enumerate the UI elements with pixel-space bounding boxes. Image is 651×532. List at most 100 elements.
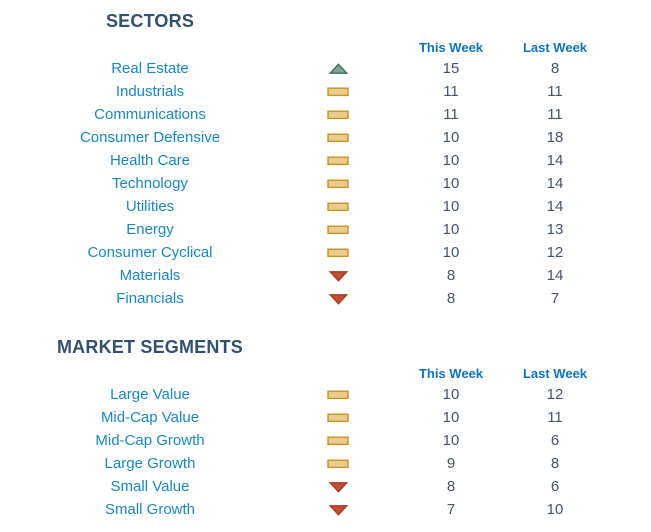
this-week-value: 11 [443, 83, 459, 100]
row-label: Small Growth [104, 501, 196, 518]
this-week-value: 8 [446, 478, 456, 495]
market-segments-section: MARKET SEGMENTS This Week Last Week Larg… [0, 336, 651, 521]
row-label: Large Value [110, 386, 190, 403]
row-label: Mid-Cap Value [100, 409, 200, 426]
row-label: Health Care [109, 152, 191, 169]
trend-flat-icon [300, 103, 376, 126]
last-week-value: 11 [547, 83, 563, 100]
trend-flat-icon [300, 429, 376, 452]
last-week-value: 8 [550, 60, 560, 77]
this-week-value: 10 [442, 221, 460, 238]
row-label: Materials [119, 267, 181, 284]
trend-flat-icon [300, 218, 376, 241]
last-week-header: Last Week [522, 365, 588, 381]
this-week-value: 10 [442, 152, 460, 169]
trend-down-icon [300, 287, 376, 310]
row-label: Small Value [110, 478, 190, 495]
trend-flat-icon [300, 80, 376, 103]
this-week-value: 8 [446, 267, 456, 284]
market-segments-column-headers: This Week Last Week [0, 363, 651, 383]
icon-column-spacer [300, 363, 376, 383]
row-label: Real Estate [111, 60, 189, 77]
table-row: Consumer Cyclical 10 12 [0, 241, 651, 264]
row-label: Industrials [115, 83, 185, 100]
table-row: Communications 11 11 [0, 103, 651, 126]
row-label: Energy [126, 221, 174, 238]
table-row: Industrials 11 11 [0, 80, 651, 103]
last-week-value: 11 [547, 409, 563, 426]
this-week-value: 9 [446, 455, 456, 472]
last-week-value: 14 [546, 152, 564, 169]
this-week-value: 10 [442, 244, 460, 261]
this-week-value: 8 [446, 290, 456, 307]
table-row: Financials 8 7 [0, 287, 651, 310]
last-week-value: 13 [546, 221, 564, 238]
last-week-header: Last Week [522, 39, 588, 55]
this-week-value: 10 [442, 198, 460, 215]
last-week-value: 12 [546, 244, 564, 261]
this-week-value: 11 [443, 106, 459, 123]
trend-flat-icon [300, 383, 376, 406]
table-row: Large Value 10 12 [0, 383, 651, 406]
label-column-spacer [0, 37, 300, 57]
table-row: Mid-Cap Growth 10 6 [0, 429, 651, 452]
last-week-value: 14 [546, 267, 564, 284]
row-label: Consumer Cyclical [87, 244, 213, 261]
sectors-title: SECTORS [105, 11, 195, 31]
last-week-value: 6 [550, 478, 560, 495]
this-week-header: This Week [418, 39, 484, 55]
section-divider-space [0, 310, 651, 336]
this-week-value: 10 [442, 409, 460, 426]
last-week-value: 8 [550, 455, 560, 472]
row-label: Technology [112, 175, 188, 192]
table-row: Consumer Defensive 10 18 [0, 126, 651, 149]
table-row: Small Value 8 6 [0, 475, 651, 498]
this-week-value: 10 [442, 175, 460, 192]
last-week-value: 11 [547, 106, 563, 123]
row-label: Financials [116, 290, 184, 307]
icon-column-spacer [300, 37, 376, 57]
last-week-value: 14 [546, 175, 564, 192]
row-label: Large Growth [104, 455, 196, 472]
trend-flat-icon [300, 126, 376, 149]
this-week-value: 10 [442, 129, 460, 146]
last-week-value: 10 [546, 501, 564, 518]
trend-flat-icon [300, 195, 376, 218]
trend-down-icon [300, 475, 376, 498]
table-row: Technology 10 14 [0, 172, 651, 195]
last-week-value: 7 [550, 290, 560, 307]
last-week-value: 14 [546, 198, 564, 215]
table-row: Large Growth 9 8 [0, 452, 651, 475]
sectors-column-headers: This Week Last Week [0, 37, 651, 57]
row-label: Consumer Defensive [79, 129, 221, 146]
table-row: Energy 10 13 [0, 218, 651, 241]
last-week-value: 6 [550, 432, 560, 449]
table-row: Materials 8 14 [0, 264, 651, 287]
table-row: Real Estate 15 8 [0, 57, 651, 80]
report-sheet: SECTORS This Week Last Week Real Estate … [0, 10, 651, 521]
this-week-header: This Week [418, 365, 484, 381]
table-row: Small Growth 7 10 [0, 498, 651, 521]
this-week-value: 10 [442, 386, 460, 403]
trend-down-icon [300, 498, 376, 521]
trend-flat-icon [300, 241, 376, 264]
row-label: Mid-Cap Growth [95, 432, 205, 449]
trend-flat-icon [300, 149, 376, 172]
trend-flat-icon [300, 172, 376, 195]
last-week-value: 18 [546, 129, 564, 146]
trend-flat-icon [300, 406, 376, 429]
label-column-spacer [0, 363, 300, 383]
this-week-value: 15 [442, 60, 460, 77]
row-label: Communications [94, 106, 206, 123]
trend-flat-icon [300, 452, 376, 475]
trend-down-icon [300, 264, 376, 287]
this-week-value: 7 [446, 501, 456, 518]
table-row: Mid-Cap Value 10 11 [0, 406, 651, 429]
row-label: Utilities [125, 198, 175, 215]
table-row: Utilities 10 14 [0, 195, 651, 218]
sectors-section: SECTORS This Week Last Week Real Estate … [0, 10, 651, 310]
table-row: Health Care 10 14 [0, 149, 651, 172]
this-week-value: 10 [442, 432, 460, 449]
market-segments-title: MARKET SEGMENTS [56, 337, 243, 357]
last-week-value: 12 [546, 386, 564, 403]
